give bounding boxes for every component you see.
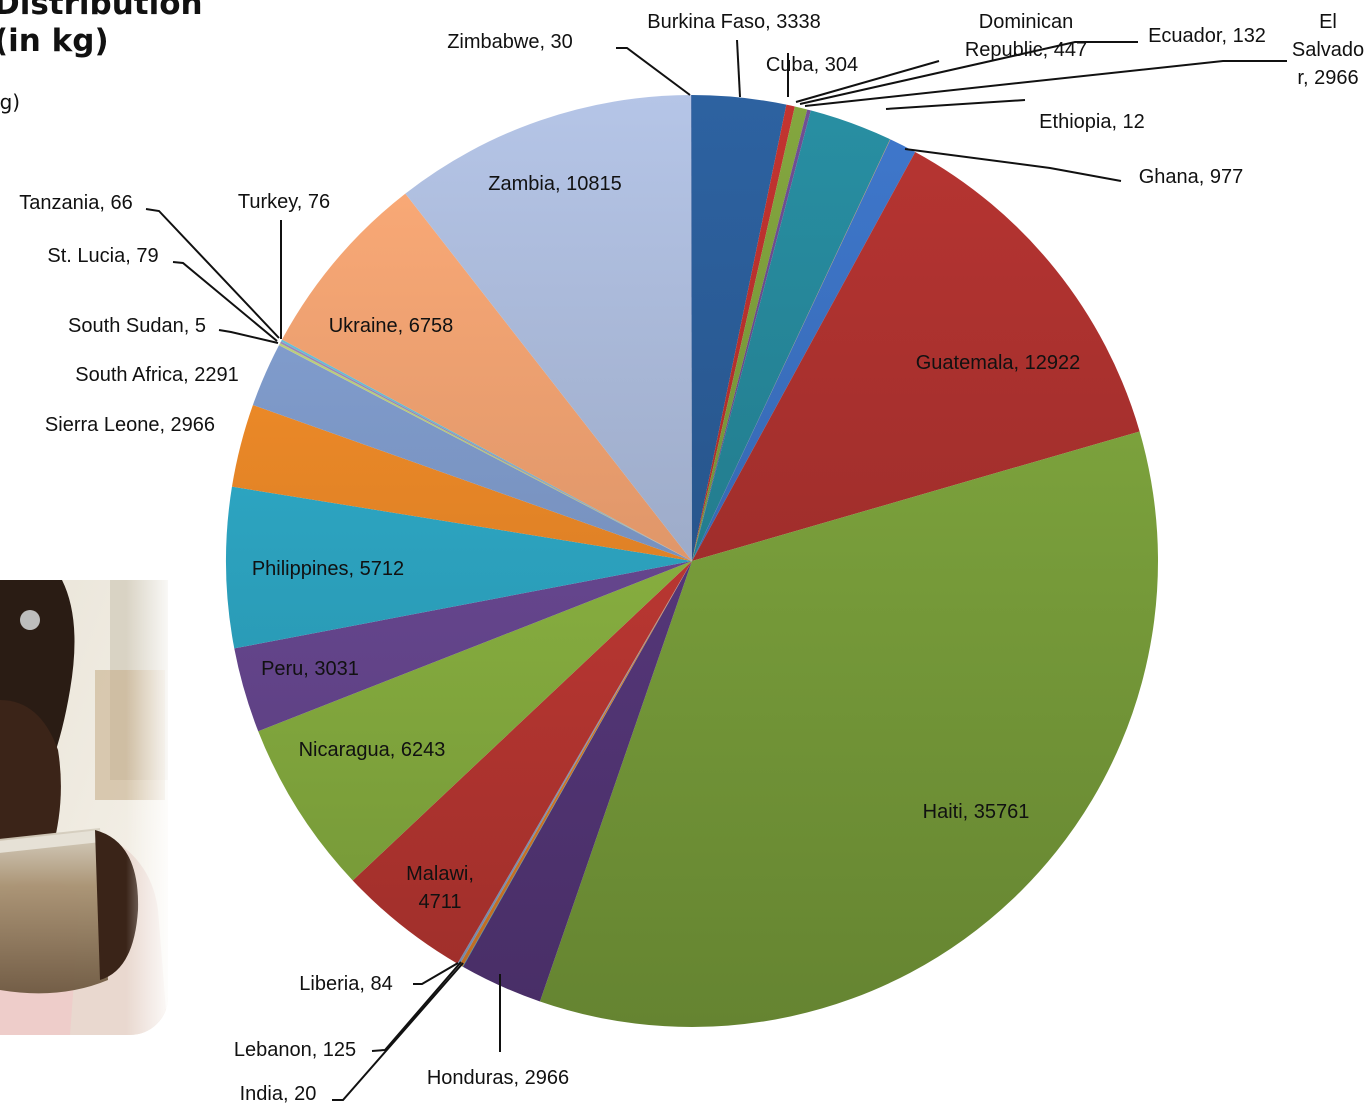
- data-label-malawi: Malawi, 4711: [406, 863, 474, 913]
- data-label-peru: Peru, 3031: [261, 658, 359, 680]
- data-label-el-salvador-line-3: r, 2966: [1297, 67, 1358, 89]
- data-label-tanzania: Tanzania, 66: [19, 192, 132, 214]
- pie-slice-nicaragua: [258, 561, 692, 881]
- data-label-dominican-republic: Dominican Republic, 447: [965, 11, 1087, 61]
- leader-line-lebanon: [371, 961, 462, 1052]
- pie-slice-malawi: [352, 561, 692, 964]
- leader-line-dominican-republic: [795, 60, 940, 103]
- data-label-malawi-line-2: 4711: [418, 891, 461, 913]
- leader-line-zimbabwe: [616, 47, 691, 96]
- leader-line-ghana: [904, 148, 1122, 182]
- data-label-dominican-republic-line-2: Republic, 447: [965, 39, 1087, 61]
- leader-line-st-lucia: [172, 261, 278, 342]
- data-label-zambia: Zambia, 10815: [488, 173, 621, 195]
- leader-line-india: [332, 962, 464, 1101]
- data-label-el-salvador-line-1: El: [1319, 11, 1337, 33]
- data-label-south-africa: South Africa, 2291: [75, 364, 238, 386]
- chart-title-line-1: Distribution: [0, 0, 203, 22]
- pie-slice-lebanon: [459, 561, 692, 967]
- data-label-guatemala: Guatemala, 12922: [916, 352, 1081, 374]
- chart-subtitle: kg): [0, 90, 21, 114]
- data-labels: Burkina Faso, 3338 Cuba, 304 Dominican Repu…: [19, 11, 1364, 1105]
- pie-slice-philippines: [225, 486, 692, 649]
- pie-slice-ethiopia: [692, 139, 891, 561]
- chart-title-line-2: (in kg): [0, 23, 109, 59]
- pie-slice-south-africa: [252, 345, 692, 561]
- leader-line-ethiopia: [885, 99, 1026, 110]
- data-label-turkey: Turkey, 76: [238, 191, 330, 213]
- data-label-south-sudan: South Sudan, 5: [68, 315, 206, 337]
- pie-slice-st-lucia: [279, 343, 692, 561]
- data-label-malawi-line-1: Malawi,: [406, 863, 474, 885]
- pie-slice-turkey: [280, 339, 692, 561]
- leader-line-ecuador: [799, 41, 1138, 105]
- pie-slice-india: [462, 561, 692, 967]
- pie-slice-tanzania: [280, 341, 692, 561]
- pie-slice-liberia: [457, 561, 692, 965]
- data-label-ukraine: Ukraine, 6758: [329, 315, 454, 337]
- data-label-liberia: Liberia, 84: [299, 973, 392, 995]
- data-label-nicaragua: Nicaragua, 6243: [299, 739, 446, 761]
- pie-slice-dominican-republic: [692, 106, 808, 562]
- data-label-ethiopia: Ethiopia, 12: [1039, 111, 1145, 133]
- pie-slice-south-sudan: [278, 345, 692, 561]
- chart-title: Distribution (in kg): [0, 0, 294, 60]
- pie-slice-guatemala: [692, 151, 1140, 561]
- pie-slice-honduras: [463, 561, 692, 1002]
- data-label-haiti: Haiti, 35761: [923, 801, 1030, 823]
- pie-slice-el-salvador: [692, 110, 891, 561]
- leader-line-tanzania: [145, 208, 280, 339]
- data-label-dominican-republic-line-1: Dominican: [979, 11, 1073, 33]
- leader-lines: [145, 39, 1287, 1101]
- pie-slice-ghana: [692, 139, 916, 562]
- leader-line-liberia: [413, 962, 459, 985]
- data-label-el-salvador: El Salvado r, 2966: [1292, 11, 1364, 89]
- data-label-el-salvador-line-2: Salvado: [1292, 39, 1364, 61]
- pie-slice-burkina-faso: [692, 95, 787, 561]
- pie-slice-cuba: [692, 104, 795, 561]
- data-label-lebanon: Lebanon, 125: [234, 1039, 356, 1061]
- pie-slice-ecuador: [692, 109, 811, 561]
- leader-line-el-salvador: [804, 60, 1287, 107]
- data-label-burkina-faso: Burkina Faso, 3338: [647, 11, 820, 33]
- pie-slice-zimbabwe: [691, 94, 692, 562]
- data-label-honduras: Honduras, 2966: [427, 1067, 569, 1089]
- photo-girl-with-cup-icon: [0, 580, 168, 1035]
- pie-slices: [225, 94, 1159, 1027]
- pie-slice-haiti: [539, 431, 1159, 1027]
- data-label-ghana: Ghana, 977: [1139, 166, 1244, 188]
- pie-slice-ukraine: [282, 193, 692, 562]
- data-label-india: India, 20: [240, 1083, 317, 1105]
- leader-line-south-sudan: [218, 329, 279, 344]
- pie-slice-zambia: [405, 95, 692, 561]
- data-label-cuba: Cuba, 304: [766, 54, 858, 76]
- pie-slice-peru: [234, 561, 692, 732]
- data-label-philippines: Philippines, 5712: [252, 558, 404, 580]
- data-label-ecuador: Ecuador, 132: [1148, 25, 1266, 47]
- data-label-zimbabwe: Zimbabwe, 30: [447, 31, 573, 53]
- data-label-st-lucia: St. Lucia, 79: [47, 245, 158, 267]
- leader-line-burkina-faso: [736, 39, 741, 98]
- data-label-sierra-leone: Sierra Leone, 2966: [45, 414, 215, 436]
- pie-slice-sierra-leone: [231, 404, 692, 561]
